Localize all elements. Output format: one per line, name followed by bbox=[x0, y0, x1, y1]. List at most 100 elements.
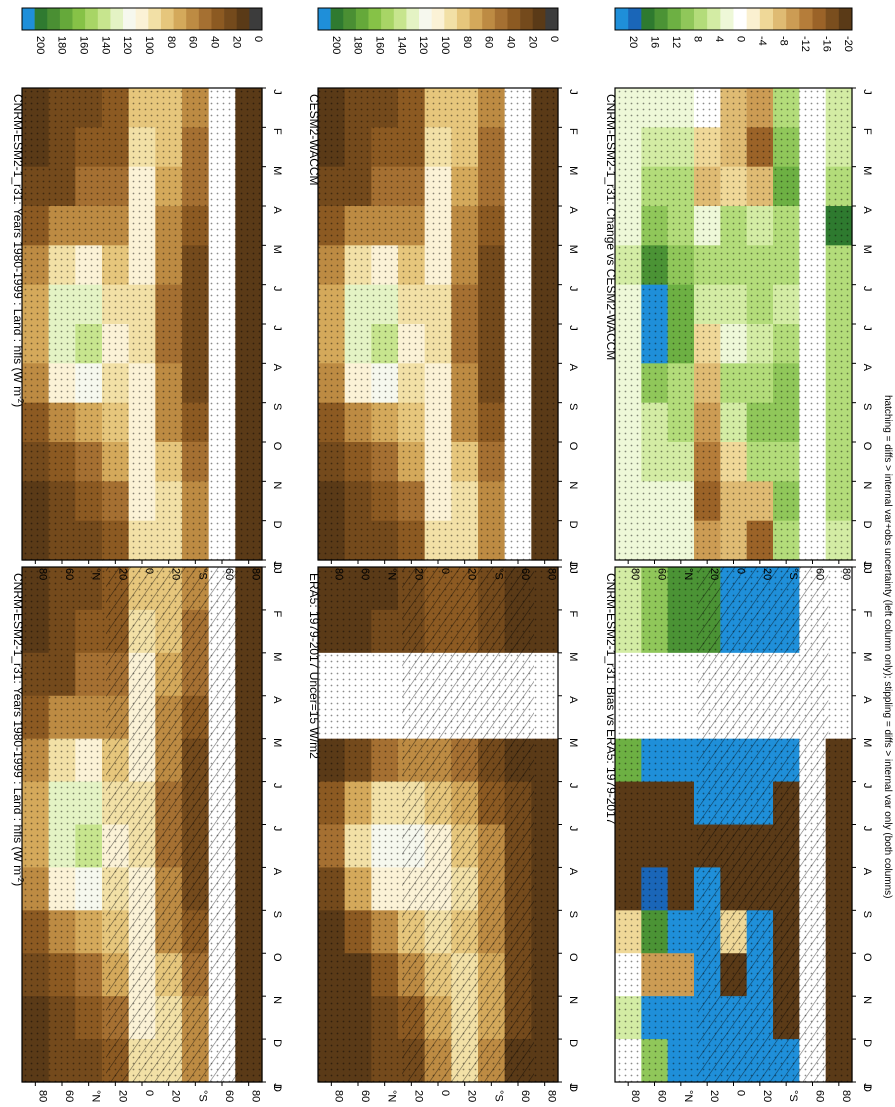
lat-tick-label: 20 bbox=[116, 1090, 128, 1102]
colorbar-swatch bbox=[545, 8, 559, 30]
lat-tick-label: °S bbox=[196, 568, 208, 580]
colorbar-label: 40 bbox=[208, 36, 220, 48]
month-tick-label: O bbox=[271, 953, 283, 962]
colorbar-swatch bbox=[236, 8, 250, 30]
colorbar-swatch bbox=[654, 8, 668, 30]
month-tick-label: O bbox=[567, 442, 579, 451]
month-tick-label: F bbox=[861, 611, 873, 618]
colorbar-label: 120 bbox=[417, 36, 429, 54]
lat-tick-label: 80 bbox=[546, 1090, 558, 1102]
month-tick-label: J bbox=[861, 826, 873, 832]
lat-tick-label: 80 bbox=[250, 1090, 262, 1102]
lat-tick-label: °N bbox=[90, 1090, 102, 1102]
colorbar-label: 200 bbox=[34, 36, 46, 54]
colorbar-label: 20 bbox=[526, 36, 538, 48]
colorbar-swatch bbox=[59, 8, 73, 30]
month-tick-label: O bbox=[271, 442, 283, 451]
month-tick-label: J bbox=[271, 561, 283, 567]
colorbar-swatch bbox=[520, 8, 534, 30]
month-tick-label: A bbox=[567, 206, 579, 214]
figure-footnote: hatching = diffs > internal var+obs unce… bbox=[882, 395, 893, 899]
month-tick-label: D bbox=[567, 1039, 579, 1047]
lat-tick-label: 60 bbox=[519, 568, 531, 580]
colorbar-swatch bbox=[135, 8, 149, 30]
colorbar-label: -12 bbox=[799, 36, 811, 52]
month-tick-label: J bbox=[861, 89, 873, 95]
colorbar-swatch bbox=[47, 8, 61, 30]
colorbar-label: 140 bbox=[395, 36, 407, 54]
colorbar-label: 200 bbox=[330, 36, 342, 54]
lat-tick-label: 20 bbox=[761, 1090, 773, 1102]
lat-tick-label: 0 bbox=[735, 1090, 747, 1096]
month-tick-label: M bbox=[271, 166, 283, 175]
colorbar-label: 160 bbox=[78, 36, 90, 54]
colorbar-label: 180 bbox=[56, 36, 68, 54]
colorbar-label: 12 bbox=[670, 36, 682, 48]
lat-tick-label: °N bbox=[90, 568, 102, 580]
colorbar-frame bbox=[317, 7, 559, 31]
colorbar-swatch bbox=[431, 8, 445, 30]
lat-tick-label: 60 bbox=[359, 1090, 371, 1102]
lat-tick-label: 0 bbox=[735, 568, 747, 574]
colorbar-swatch bbox=[211, 8, 225, 30]
colorbar-label: 0 bbox=[252, 36, 264, 42]
month-tick-label: A bbox=[861, 364, 873, 372]
month-tick-label: J bbox=[861, 1083, 873, 1089]
colorbar-frame bbox=[614, 7, 853, 31]
colorbar-label: 80 bbox=[165, 36, 177, 48]
month-tick-label: A bbox=[861, 206, 873, 214]
stippling-overlay bbox=[318, 88, 558, 560]
colorbar-swatch bbox=[148, 8, 162, 30]
month-tick-label: D bbox=[567, 521, 579, 529]
month-tick-label: M bbox=[861, 652, 873, 661]
lat-tick-label: 60 bbox=[63, 568, 75, 580]
month-tick-label: O bbox=[861, 442, 873, 451]
month-tick-label: S bbox=[567, 911, 579, 918]
lat-tick-label: 60 bbox=[814, 1090, 826, 1102]
month-tick-label: N bbox=[567, 996, 579, 1004]
colorbar-label: 100 bbox=[143, 36, 155, 54]
month-tick-label: F bbox=[271, 128, 283, 135]
month-tick-label: N bbox=[271, 996, 283, 1004]
month-tick-label: N bbox=[567, 481, 579, 489]
month-tick-label: A bbox=[861, 696, 873, 704]
month-tick-label: M bbox=[271, 652, 283, 661]
colorbar-swatch bbox=[707, 8, 721, 30]
colorbar-swatch bbox=[381, 8, 395, 30]
lat-tick-label: °S bbox=[492, 568, 504, 580]
month-tick-label: D bbox=[271, 1039, 283, 1047]
colorbar-swatch bbox=[406, 8, 420, 30]
colorbar-swatch bbox=[444, 8, 458, 30]
lat-tick-label: 20 bbox=[116, 568, 128, 580]
month-tick-label: F bbox=[271, 611, 283, 618]
lat-tick-label: 60 bbox=[223, 1090, 235, 1102]
lat-tick-label: 0 bbox=[143, 1090, 155, 1096]
colorbar-label: 180 bbox=[352, 36, 364, 54]
colorbar-label: 160 bbox=[374, 36, 386, 54]
colorbar-label: 20 bbox=[627, 36, 639, 48]
panel-title: CNRM-ESM2-1_r31: Change vs CESM2-WACCM bbox=[604, 94, 618, 360]
month-end-label: D bbox=[271, 1084, 283, 1092]
lat-tick-label: 80 bbox=[840, 568, 852, 580]
month-tick-label: J bbox=[567, 89, 579, 95]
colorbar-swatch bbox=[343, 8, 357, 30]
month-end-label: D bbox=[567, 562, 579, 570]
lat-tick-label: 20 bbox=[708, 1090, 720, 1102]
colorbar-swatch bbox=[186, 8, 200, 30]
month-tick-label: J bbox=[567, 1083, 579, 1089]
month-tick-label: S bbox=[567, 403, 579, 410]
month-tick-label: M bbox=[861, 738, 873, 747]
colorbar-swatch bbox=[318, 8, 331, 30]
lat-tick-label: °S bbox=[787, 1090, 799, 1102]
colorbar-swatch bbox=[494, 8, 508, 30]
lat-tick-label: 80 bbox=[546, 568, 558, 580]
colorbar-swatch bbox=[641, 8, 655, 30]
month-tick-label: S bbox=[271, 911, 283, 918]
colorbar-swatch bbox=[680, 8, 695, 30]
month-tick-label: S bbox=[861, 911, 873, 918]
lat-tick-label: 80 bbox=[36, 1090, 48, 1102]
colorbar-label: 0 bbox=[735, 36, 747, 42]
hatching-overlay bbox=[402, 567, 534, 1082]
month-tick-label: J bbox=[861, 286, 873, 292]
